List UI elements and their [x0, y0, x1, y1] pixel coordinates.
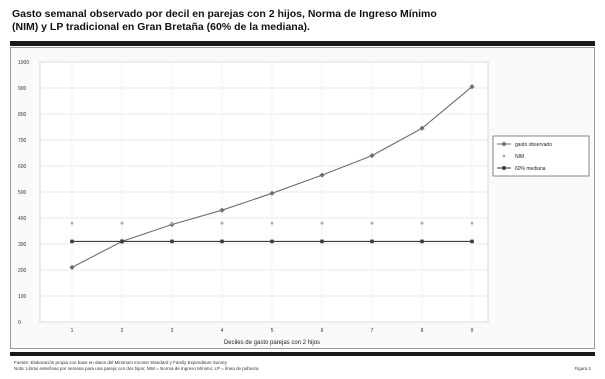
data-point-marker	[501, 141, 507, 147]
legend-entry-label: NIM	[515, 154, 524, 160]
y-tick-label: 100	[18, 294, 27, 300]
y-tick-label: 800	[18, 112, 27, 118]
data-point-marker	[420, 239, 424, 244]
y-tick-label: 200	[18, 268, 27, 274]
y-tick-label: 300	[18, 242, 27, 248]
x-tick-label: 7	[371, 328, 374, 334]
data-point-marker	[220, 221, 224, 225]
data-point-marker	[420, 221, 424, 225]
data-point-marker	[270, 239, 274, 244]
data-point-marker	[320, 239, 324, 244]
data-point-marker	[70, 239, 74, 244]
y-tick-label: 500	[18, 190, 27, 196]
data-point-marker	[419, 125, 425, 131]
footnote: Fuente: Elaboración propia con base en d…	[14, 360, 534, 372]
data-point-marker	[470, 221, 474, 225]
legend-entry-label: 60% mediana	[515, 166, 546, 172]
x-tick-label: 9	[471, 328, 474, 334]
y-tick-label: 900	[18, 86, 27, 92]
data-point-marker	[270, 221, 274, 225]
x-tick-label: 3	[171, 328, 174, 334]
footnote-line-2: Nota: Libras esterlinas por semana para …	[14, 366, 259, 371]
chart-title-line-2: (NIM) y LP tradicional en Gran Bretaña (…	[12, 21, 310, 33]
x-tick-label: 8	[421, 328, 424, 334]
top-rule	[10, 41, 595, 46]
legend-box	[492, 135, 590, 177]
y-tick-label: 700	[18, 138, 27, 144]
chart-title-line-1: Gasto semanal observado por decil en par…	[12, 8, 437, 20]
data-point-marker	[319, 172, 325, 178]
y-tick-label: 400	[18, 216, 27, 222]
data-point-marker	[220, 239, 224, 244]
data-point-marker	[269, 190, 275, 196]
x-tick-label: 5	[271, 328, 274, 334]
legend: gasto observado NIM 60% mediana	[492, 135, 590, 177]
data-point-marker	[369, 153, 375, 159]
chart-title: Gasto semanal observado por decil en par…	[12, 8, 572, 34]
y-tick-label: 600	[18, 164, 27, 170]
y-tick-label: 0	[18, 320, 21, 326]
x-tick-label: 6	[321, 328, 324, 334]
footnote-line-1: Fuente: Elaboración propia con base en d…	[14, 360, 227, 365]
x-tick-label: 2	[121, 328, 124, 334]
data-point-marker	[320, 221, 324, 225]
data-point-marker	[69, 264, 75, 270]
data-point-marker	[469, 84, 475, 90]
x-tick-label: 4	[221, 328, 224, 334]
data-point-marker	[502, 154, 506, 158]
data-point-marker	[120, 221, 124, 225]
data-point-marker	[470, 239, 474, 244]
legend-entry-label: gasto observado	[515, 142, 552, 148]
data-point-marker	[370, 239, 374, 244]
axis-layer: 0 100 200 300 400 500 600 700 800 900 1000 1 2 3 4 5 6 7 8…	[18, 60, 474, 346]
y-tick-label: 1000	[18, 60, 29, 66]
data-point-marker	[170, 239, 174, 244]
figure-label: Figura 1	[574, 366, 591, 371]
series-layer	[69, 84, 475, 270]
data-point-marker	[170, 221, 174, 225]
x-axis-title: Deciles de gasto parejas con 2 hijos	[224, 340, 320, 346]
data-point-marker	[370, 221, 374, 225]
grid-layer	[39, 61, 489, 323]
data-point-marker	[502, 166, 506, 170]
data-point-marker	[219, 207, 225, 213]
x-tick-label: 1	[71, 328, 74, 334]
data-point-marker	[70, 221, 74, 225]
data-point-marker	[120, 239, 124, 244]
bottom-rule	[10, 352, 595, 356]
